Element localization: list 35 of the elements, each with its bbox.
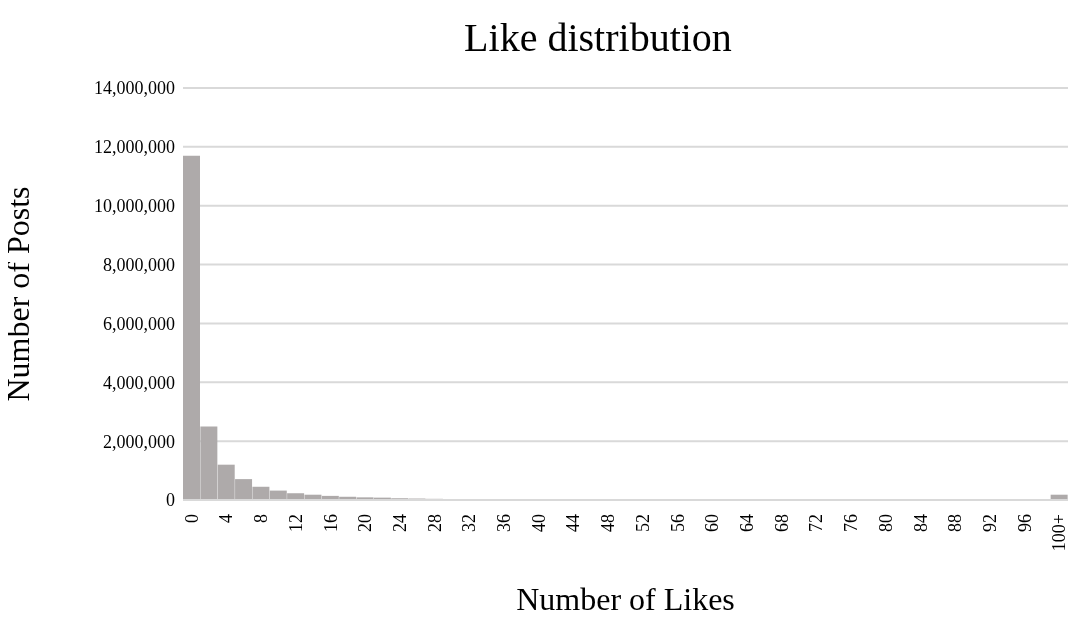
x-tick-label: 72 xyxy=(806,514,827,532)
x-tick-label: 64 xyxy=(736,514,757,532)
y-tick-label: 12,000,000 xyxy=(94,137,175,158)
x-axis-title: Number of Likes xyxy=(516,581,735,617)
x-tick-label: 32 xyxy=(459,514,480,532)
x-tick-label: 16 xyxy=(320,514,341,532)
x-tick-label: 36 xyxy=(494,514,515,532)
x-tick-label: 12 xyxy=(285,514,306,532)
chart-title: Like distribution xyxy=(463,14,733,62)
x-tick-label: 80 xyxy=(875,514,896,532)
x-tick-label: 20 xyxy=(355,514,376,532)
y-tick-label: 10,000,000 xyxy=(94,196,175,217)
y-tick-label: 4,000,000 xyxy=(103,372,175,393)
x-tick-label: 24 xyxy=(389,514,410,532)
x-tick-label: 100+ xyxy=(1049,514,1070,552)
x-tick-label: 52 xyxy=(632,514,653,532)
x-tick-label: 0 xyxy=(181,514,202,523)
x-tick-label: 56 xyxy=(667,514,688,532)
x-tick-label: 68 xyxy=(771,514,792,532)
x-tick-label: 76 xyxy=(841,514,862,532)
x-tick-label: 8 xyxy=(251,514,272,523)
x-tick-label: 88 xyxy=(945,514,966,532)
x-tick-label: 28 xyxy=(424,514,445,532)
x-tick-label: 96 xyxy=(1014,514,1035,532)
x-tick-label: 4 xyxy=(216,514,237,523)
y-tick-label: 8,000,000 xyxy=(103,254,175,275)
x-tick-label: 44 xyxy=(563,514,584,532)
x-tick-label: 48 xyxy=(598,514,619,532)
y-tick-label: 14,000,000 xyxy=(94,78,175,99)
x-tick-label: 92 xyxy=(979,514,1000,532)
x-tick-label: 40 xyxy=(528,514,549,532)
y-tick-label: 2,000,000 xyxy=(103,431,175,452)
y-tick-label: 6,000,000 xyxy=(103,313,175,334)
x-tick-label: 60 xyxy=(702,514,723,532)
x-tick-label: 84 xyxy=(910,514,931,532)
